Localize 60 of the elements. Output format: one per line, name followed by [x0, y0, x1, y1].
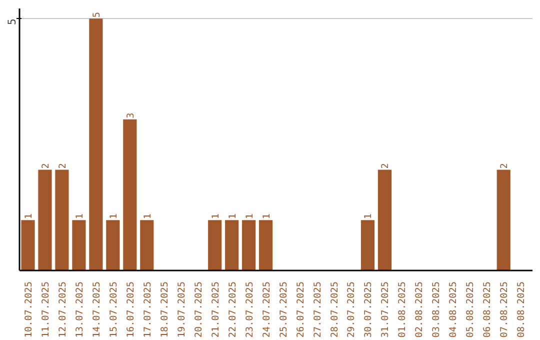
x-tick-label: 11.07.2025 [40, 281, 52, 338]
data-label: 5 [91, 12, 102, 18]
bar [89, 18, 103, 270]
data-label: 1 [227, 213, 238, 220]
x-tick-label: 16.07.2025 [125, 281, 136, 338]
data-label: 3 [125, 112, 136, 118]
bar [72, 220, 86, 270]
x-tick-label: 13.07.2025 [74, 281, 86, 338]
x-tick-label: 25.07.2025 [278, 281, 290, 338]
data-label: 1 [108, 213, 120, 220]
x-tick-label: 02.08.2025 [414, 281, 426, 338]
bar [259, 220, 273, 270]
x-tick-label: 04.08.2025 [448, 281, 460, 338]
x-tick-label: 31.07.2025 [380, 281, 392, 338]
x-tick-label: 06.08.2025 [482, 281, 494, 338]
data-label: 1 [363, 213, 374, 220]
data-label: 2 [57, 163, 68, 169]
x-tick-label: 22.07.2025 [227, 281, 238, 338]
bar [123, 119, 137, 270]
x-tick-label: 27.07.2025 [312, 281, 324, 338]
bar [106, 220, 120, 270]
x-tick-label: 24.07.2025 [261, 281, 272, 338]
data-label: 2 [499, 163, 510, 169]
bar [496, 170, 510, 270]
bar [21, 220, 35, 270]
bar [225, 220, 239, 270]
x-tick-label: 19.07.2025 [176, 281, 188, 338]
data-label: 1 [142, 213, 154, 220]
bar [38, 170, 52, 270]
bar [378, 170, 392, 270]
data-label: 1 [244, 213, 256, 220]
bar [242, 220, 256, 270]
data-label: 1 [23, 213, 34, 220]
x-tick-label: 15.07.2025 [108, 281, 120, 338]
x-tick-label: 01.08.2025 [397, 281, 408, 338]
x-tick-label: 28.07.2025 [329, 281, 340, 338]
x-tick-label: 20.07.2025 [193, 281, 204, 338]
x-tick-label: 30.07.2025 [363, 281, 374, 338]
x-tick-label: 12.07.2025 [57, 281, 68, 338]
x-tick-label: 21.07.2025 [210, 281, 222, 338]
x-tick-label: 07.08.2025 [499, 281, 510, 338]
data-label: 1 [210, 213, 222, 220]
bar [360, 220, 375, 270]
x-tick-label: 05.08.2025 [465, 281, 476, 338]
x-tick-label: 17.07.2025 [142, 281, 154, 338]
data-label: 2 [380, 163, 392, 169]
bar [208, 220, 222, 270]
x-tick-label: 23.07.2025 [244, 281, 256, 338]
data-label: 1 [261, 213, 272, 220]
x-tick-label: 10.07.2025 [23, 281, 34, 338]
data-label: 2 [40, 163, 52, 169]
x-tick-label: 08.08.2025 [516, 281, 528, 338]
x-tick-label: 14.07.2025 [91, 281, 102, 338]
x-tick-label: 29.07.2025 [346, 281, 358, 338]
bar [140, 220, 154, 270]
x-tick-label: 18.07.2025 [159, 281, 170, 338]
x-tick-label: 03.08.2025 [431, 281, 442, 338]
data-label: 1 [74, 213, 86, 220]
x-tick-label: 26.07.2025 [295, 281, 306, 338]
bar [55, 170, 69, 270]
